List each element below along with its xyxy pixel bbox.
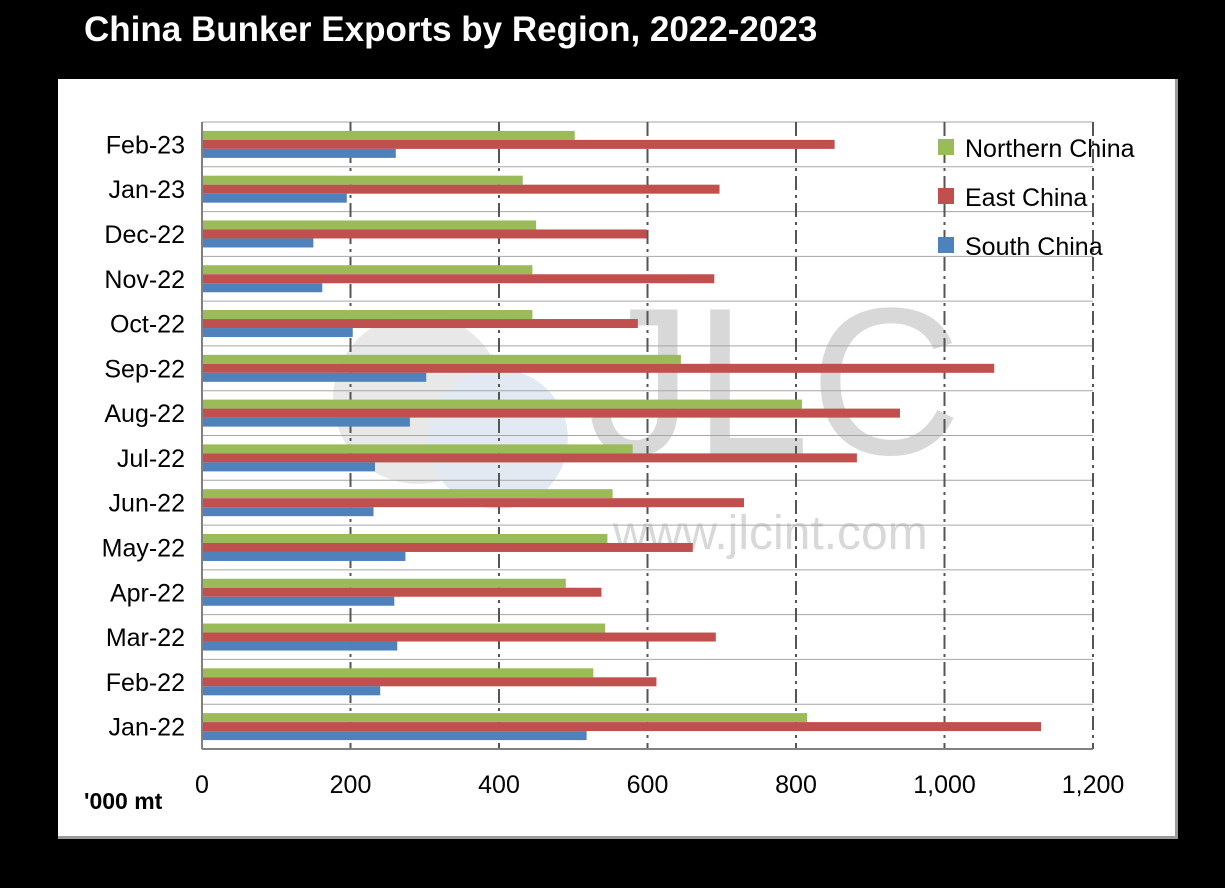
bar <box>202 283 323 293</box>
bar <box>202 677 657 687</box>
bar <box>202 238 314 248</box>
bars <box>202 130 1042 741</box>
category-label: Apr-22 <box>110 579 185 607</box>
category-label: Mar-22 <box>106 624 185 652</box>
bar <box>202 498 745 508</box>
bar <box>202 462 376 472</box>
bar <box>202 507 374 517</box>
bar <box>202 632 716 642</box>
bar <box>202 354 681 364</box>
x-axis-unit-label: '000 mt <box>84 788 163 814</box>
legend: Northern China East China South China <box>938 135 1135 261</box>
bar <box>202 408 900 418</box>
bar-chart: JLC www.jlcint.com Feb-23 Jan-23 Dec-22 Nov… <box>84 121 1135 814</box>
category-label: Sep-22 <box>104 355 185 383</box>
category-label: Dec-22 <box>104 221 185 249</box>
bar <box>202 139 835 149</box>
bar <box>202 533 608 543</box>
bar <box>202 399 802 409</box>
bar <box>202 722 1042 732</box>
bar <box>202 551 406 561</box>
bar <box>202 175 523 185</box>
category-label: Feb-22 <box>106 669 185 697</box>
legend-swatch <box>938 139 954 155</box>
bar <box>202 542 693 552</box>
category-label: Jul-22 <box>117 445 185 473</box>
legend-swatch <box>938 237 954 253</box>
bar <box>202 265 533 275</box>
x-tick-label: 400 <box>478 771 520 799</box>
bar <box>202 319 638 329</box>
category-label: Feb-23 <box>106 131 185 159</box>
bar <box>202 148 396 158</box>
category-label: Jan-23 <box>109 176 185 204</box>
category-labels: Feb-23 Jan-23 Dec-22 Nov-22 Oct-22 Sep-22 Aug-… <box>102 131 185 741</box>
watermark-url-text: www.jlcint.com <box>612 507 928 560</box>
bar <box>202 596 395 606</box>
x-tick-label: 0 <box>195 771 209 799</box>
category-label: Aug-22 <box>104 400 185 428</box>
bar <box>202 731 587 741</box>
bar <box>202 453 857 463</box>
bar <box>202 623 606 633</box>
x-tick-label: 600 <box>627 771 669 799</box>
category-label: Jan-22 <box>109 714 185 742</box>
category-label: May-22 <box>102 534 185 562</box>
legend-label: South China <box>965 233 1103 261</box>
bar <box>202 668 594 678</box>
x-tick-label: 200 <box>330 771 372 799</box>
category-label: Jun-22 <box>109 490 185 518</box>
bar <box>202 641 398 651</box>
category-label: Oct-22 <box>110 311 185 339</box>
watermark-logo-text: JLC <box>588 264 961 499</box>
bar <box>202 184 720 194</box>
x-tick-label: 800 <box>775 771 817 799</box>
x-tick-label: 1,000 <box>913 771 976 799</box>
bar <box>202 372 427 382</box>
bar <box>202 578 566 588</box>
bar <box>202 713 808 723</box>
legend-label: East China <box>965 184 1087 212</box>
bar <box>202 193 347 203</box>
bar <box>202 587 602 597</box>
bar <box>202 328 353 338</box>
chart-title: China Bunker Exports by Region, 2022-202… <box>84 10 818 49</box>
bar <box>202 686 381 696</box>
bar <box>202 310 533 320</box>
bar <box>202 229 647 239</box>
bar <box>202 130 575 140</box>
bar <box>202 274 715 284</box>
x-tick-label: 1,200 <box>1062 771 1125 799</box>
bar <box>202 363 995 373</box>
chart-panel: JLC www.jlcint.com Feb-23 Jan-23 Dec-22 Nov… <box>58 79 1178 839</box>
legend-label: Northern China <box>965 135 1135 163</box>
category-label: Nov-22 <box>104 266 185 294</box>
bar <box>202 417 410 427</box>
bar <box>202 489 613 499</box>
axes <box>201 122 1093 750</box>
bar <box>202 220 537 230</box>
legend-swatch <box>938 188 954 204</box>
bar <box>202 444 633 454</box>
x-tick-labels: 0 200 400 600 800 1,000 1,200 <box>195 771 1124 799</box>
